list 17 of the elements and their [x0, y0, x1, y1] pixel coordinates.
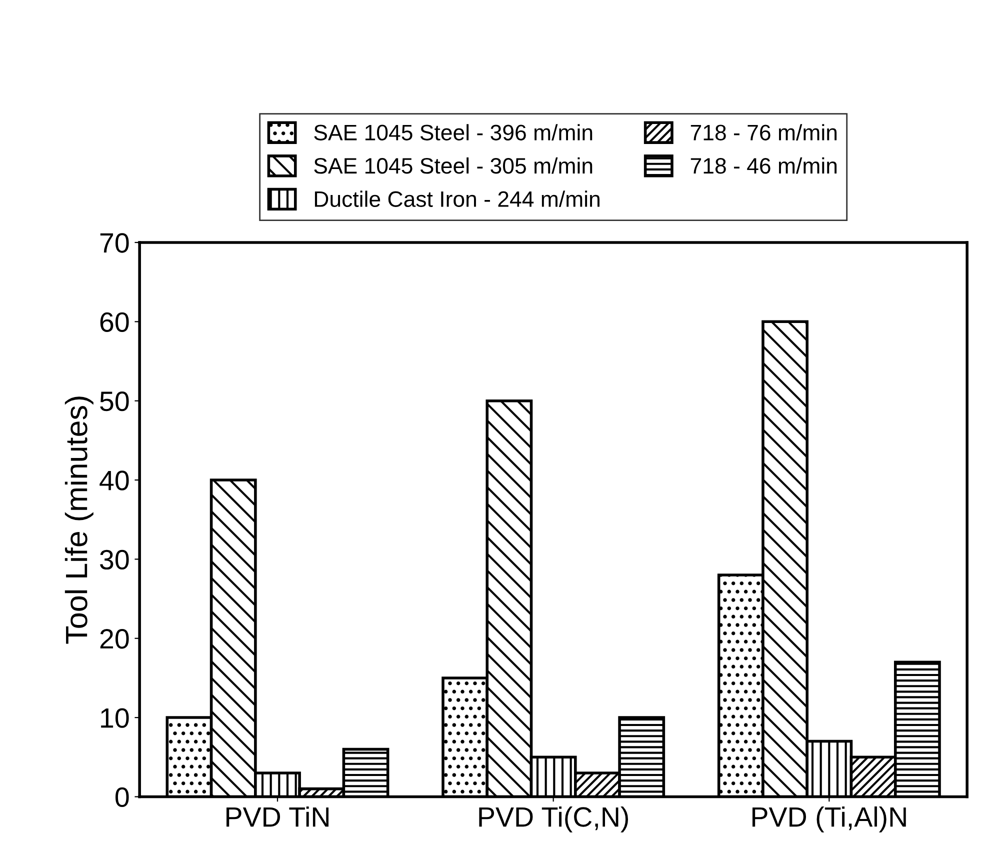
y-tick-label: 40 — [100, 470, 129, 490]
y-tick-label: 60 — [100, 312, 129, 332]
legend-label: 718 - 76 m/min — [690, 124, 837, 140]
y-tick-label: 20 — [100, 629, 129, 649]
y-tick-label: 70 — [100, 233, 129, 253]
y-tick-label: 30 — [100, 550, 129, 570]
y-tick-label: 0 — [115, 787, 129, 808]
x-tick-label: PVD TiN — [226, 806, 328, 827]
legend-label: SAE 1045 Steel - 396 m/min — [314, 124, 592, 140]
y-tick-label: 10 — [101, 708, 129, 728]
legend-label: Ductile Cast Iron - 244 m/min — [314, 190, 600, 208]
x-tick-label: PVD Ti(C,N) — [479, 806, 628, 832]
y-tick-label: 50 — [100, 392, 129, 412]
legend-label: SAE 1045 Steel - 305 m/min — [314, 157, 592, 174]
y-axis-title: Tool Life (minutes) — [64, 396, 94, 644]
x-tick-label: PVD (Ti,Al)N — [752, 806, 906, 832]
legend-label: 718 - 46 m/min — [690, 157, 837, 174]
